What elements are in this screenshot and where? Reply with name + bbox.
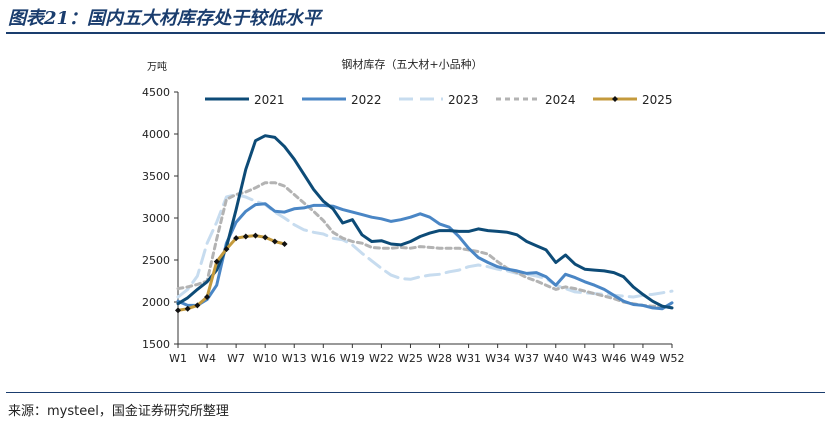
series-marker-2025 [194, 302, 201, 309]
x-tick-label: W46 [601, 352, 626, 365]
x-tick-label: W25 [398, 352, 423, 365]
series-marker-2025 [242, 233, 249, 240]
title-rule [6, 32, 825, 34]
series-marker-2025 [271, 238, 278, 245]
x-tick-label: W7 [227, 352, 245, 365]
y-tick-label: 4500 [142, 86, 170, 99]
y-tick-label: 2000 [142, 296, 170, 309]
x-tick-label: W43 [572, 352, 597, 365]
x-tick-label: W49 [631, 352, 656, 365]
legend-label-2025: 2025 [642, 93, 673, 107]
series-line-2024 [176, 181, 674, 310]
legend-label-2024: 2024 [545, 93, 576, 107]
legend-marker-2025 [612, 96, 618, 102]
series-layer [175, 134, 674, 314]
x-tick-label: W4 [198, 352, 216, 365]
series-marker-2025 [233, 235, 240, 242]
x-tick-label: W28 [427, 352, 452, 365]
series-line-2021 [176, 134, 674, 310]
series-line-2025 [176, 234, 286, 312]
legend-label-2023: 2023 [448, 93, 479, 107]
x-tick-label: W1 [169, 352, 187, 365]
x-tick-label: W37 [514, 352, 539, 365]
x-tick-label: W19 [340, 352, 365, 365]
footer-rule [6, 392, 825, 393]
figure-title: 图表21：国内五大材库存处于较低水平 [8, 8, 322, 29]
series-marker-2025 [262, 234, 269, 241]
x-tick-label: W16 [311, 352, 336, 365]
x-tick-label: W22 [369, 352, 394, 365]
legend-label-2022: 2022 [351, 93, 382, 107]
y-tick-label: 1500 [142, 338, 170, 351]
y-tick-label: 4000 [142, 128, 170, 141]
series-marker-2025 [213, 258, 220, 265]
y-tick-label: 3000 [142, 212, 170, 225]
legend-label-2021: 2021 [254, 93, 285, 107]
chart-title: 钢材库存（五大材+小品种） [341, 57, 482, 71]
series-marker-2025 [223, 246, 230, 253]
legend: 2021 2022 2023 2024 2025 [205, 93, 673, 107]
source-note: 来源：mysteel，国金证券研究所整理 [8, 404, 229, 419]
axes: 1500 2000 2500 3000 3500 4000 4500 W1 W4 W7 W10 W13… [142, 86, 684, 365]
series-line-2022 [176, 202, 674, 311]
x-tick-label: W10 [253, 352, 278, 365]
y-tick-label: 3500 [142, 170, 170, 183]
x-tick-label: W34 [485, 352, 510, 365]
x-tick-label: W13 [282, 352, 307, 365]
y-tick-label: 2500 [142, 254, 170, 267]
x-tick-label: W52 [660, 352, 685, 365]
series-marker-2025 [281, 241, 288, 248]
series-marker-2025 [204, 293, 211, 300]
series-marker-2025 [175, 307, 181, 314]
x-tick-label: W31 [456, 352, 481, 365]
series-marker-2025 [252, 232, 259, 239]
x-tick-label: W40 [543, 352, 568, 365]
series-marker-2025 [184, 305, 191, 312]
y-unit-label: 万吨 [147, 60, 167, 73]
